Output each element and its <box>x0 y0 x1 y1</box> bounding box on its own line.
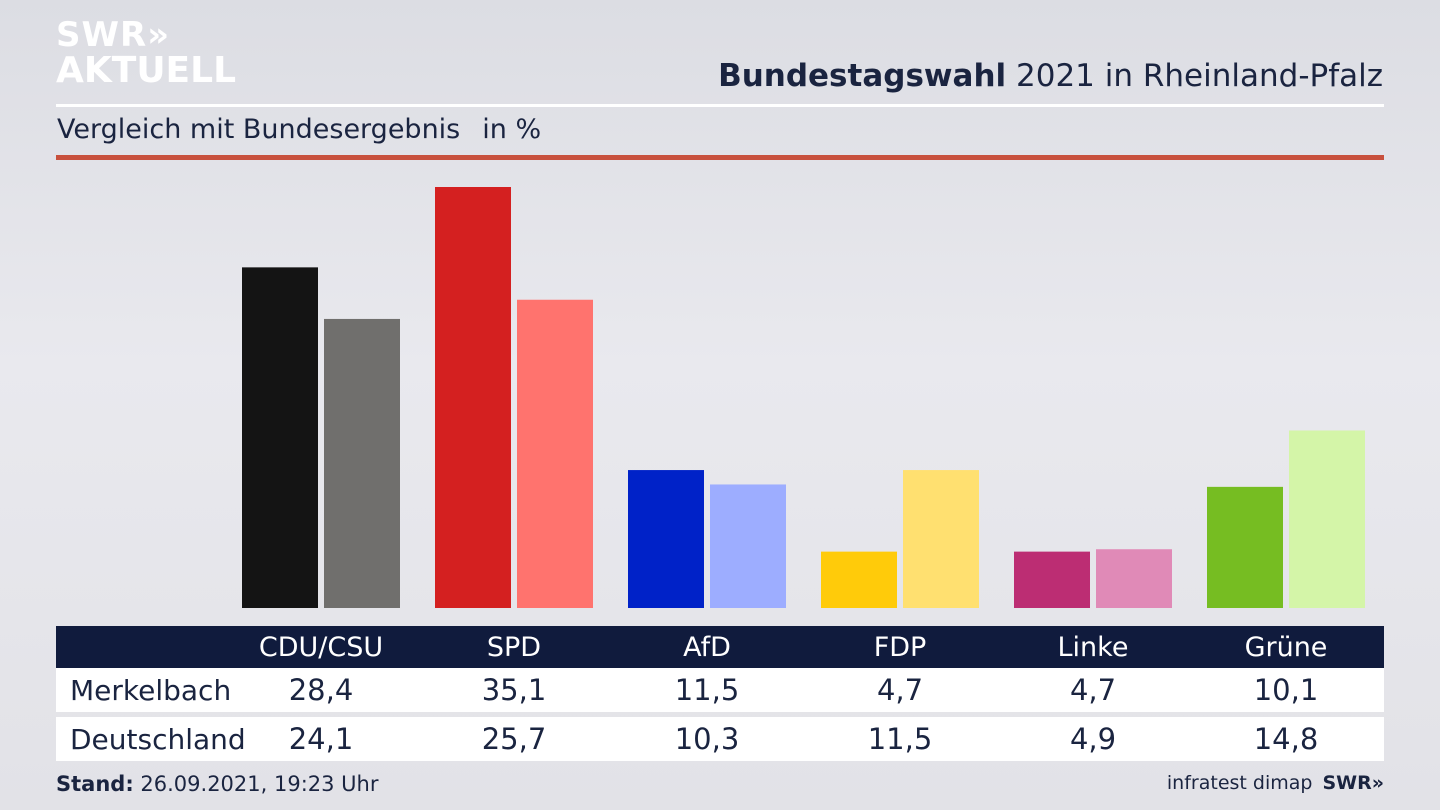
column-header-spd: SPD <box>486 631 542 663</box>
swr-footer-logo: SWR» <box>1322 772 1384 794</box>
bar-linke-deutschland <box>1096 549 1172 608</box>
logo-line2: AKTUELL <box>56 50 237 91</box>
source-label: infratest dimap <box>1166 772 1313 794</box>
swr-aktuell-logo: SWR» AKTUELL <box>56 18 236 90</box>
row-label-deutschland: Deutschland <box>70 722 246 756</box>
chart-title: Bundestagswahl 2021 in Rheinland-Pfalz <box>718 58 1383 94</box>
column-header-linke: Linke <box>1057 631 1129 663</box>
subtitle-text: Vergleich mit Bundesergebnis <box>57 114 461 145</box>
source-credit: infratest dimap SWR» <box>1167 772 1384 794</box>
table-header-row: CDU/CSU SPD AfD FDP Linke Grüne <box>56 626 1384 668</box>
row-label-merkelbach: Merkelbach <box>70 673 232 707</box>
bar-spd-merkelbach <box>435 187 511 608</box>
chart-subtitle: Vergleich mit Bundesergebnis in % <box>57 114 541 145</box>
accent-divider <box>56 155 1384 160</box>
title-rest: 2021 in Rheinland-Pfalz <box>1006 58 1383 94</box>
bar-linke-merkelbach <box>1014 551 1090 608</box>
title-divider <box>56 104 1384 107</box>
bar-afd-merkelbach <box>628 470 704 608</box>
unit-label: in % <box>482 114 542 145</box>
bar-cdu-csu-merkelbach <box>242 267 318 608</box>
column-header-fdp: FDP <box>873 631 927 663</box>
title-bold: Bundestagswahl <box>718 58 1007 94</box>
bar-chart <box>242 187 1365 608</box>
value-deutschland-linke: 4,9 <box>1069 722 1117 756</box>
bar-fdp-merkelbach <box>821 551 897 608</box>
value-merkelbach-fdp: 4,7 <box>876 673 924 707</box>
stand-value: 26.09.2021, 19:23 Uhr <box>133 772 379 796</box>
bar-gr-ne-merkelbach <box>1207 486 1283 608</box>
column-header-gr-ne: Grüne <box>1244 631 1328 663</box>
column-header-cdu-csu: CDU/CSU <box>258 631 384 663</box>
value-deutschland-fdp: 11,5 <box>867 722 933 756</box>
bar-afd-deutschland <box>710 484 786 608</box>
results-table: CDU/CSU SPD AfD FDP Linke Grüne Merkelbach 28,… <box>56 626 1384 761</box>
bar-spd-deutschland <box>517 299 593 608</box>
timestamp: Stand: 26.09.2021, 19:23 Uhr <box>56 772 379 796</box>
table-row-deutschland: Deutschland 24,1 25,7 10,3 11,5 4,9 14,8 <box>56 717 1384 761</box>
bar-gr-ne-deutschland <box>1289 430 1365 608</box>
column-header-afd: AfD <box>683 631 731 663</box>
value-deutschland-afd: 10,3 <box>674 722 740 756</box>
bar-fdp-deutschland <box>903 470 979 608</box>
value-merkelbach-cdu-csu: 28,4 <box>288 673 354 707</box>
table-row-merkelbach: Merkelbach 28,4 35,1 11,5 4,7 4,7 10,1 <box>56 668 1384 712</box>
value-merkelbach-linke: 4,7 <box>1069 673 1117 707</box>
logo-line1: SWR» <box>56 15 171 55</box>
value-deutschland-cdu-csu: 24,1 <box>288 722 354 756</box>
value-deutschland-gr-ne: 14,8 <box>1253 722 1319 756</box>
value-merkelbach-gr-ne: 10,1 <box>1253 673 1319 707</box>
bar-cdu-csu-deutschland <box>324 318 400 608</box>
value-deutschland-spd: 25,7 <box>481 722 547 756</box>
value-merkelbach-spd: 35,1 <box>481 673 547 707</box>
value-merkelbach-afd: 11,5 <box>674 673 740 707</box>
stand-label: Stand: <box>56 772 134 796</box>
